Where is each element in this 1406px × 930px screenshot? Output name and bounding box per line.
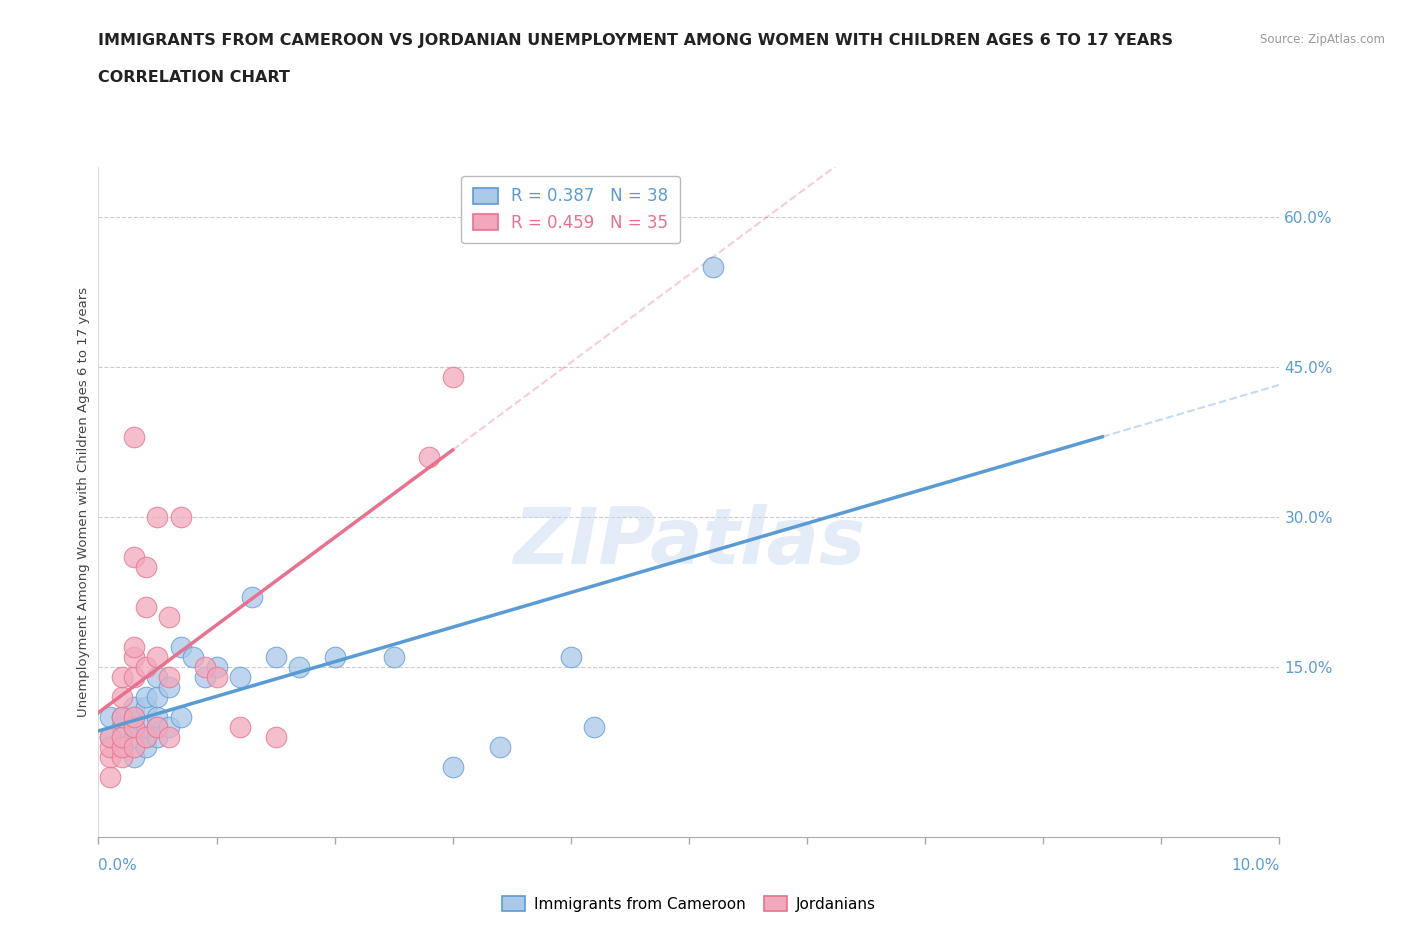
Point	[194, 670, 217, 684]
Text: IMMIGRANTS FROM CAMEROON VS JORDANIAN UNEMPLOYMENT AMONG WOMEN WITH CHILDREN AGE: IMMIGRANTS FROM CAMEROON VS JORDANIAN UN…	[98, 33, 1174, 47]
Point	[98, 710, 121, 724]
Point	[122, 650, 145, 665]
Point	[264, 650, 287, 665]
Point	[111, 750, 134, 764]
Point	[157, 610, 180, 625]
Point	[157, 730, 180, 745]
Point	[441, 760, 464, 775]
Point	[146, 730, 169, 745]
Point	[583, 720, 606, 735]
Text: CORRELATION CHART: CORRELATION CHART	[98, 70, 290, 85]
Point	[111, 739, 134, 754]
Point	[181, 650, 204, 665]
Point	[122, 739, 145, 754]
Point	[135, 720, 157, 735]
Point	[111, 670, 134, 684]
Point	[146, 720, 169, 735]
Legend: R = 0.387   N = 38, R = 0.459   N = 35: R = 0.387 N = 38, R = 0.459 N = 35	[461, 176, 681, 244]
Point	[122, 640, 145, 655]
Point	[111, 739, 134, 754]
Point	[229, 720, 252, 735]
Text: 0.0%: 0.0%	[98, 857, 138, 872]
Point	[146, 710, 169, 724]
Point	[122, 699, 145, 714]
Point	[98, 770, 121, 785]
Text: 10.0%: 10.0%	[1232, 857, 1279, 872]
Point	[135, 600, 157, 615]
Point	[122, 720, 145, 735]
Point	[382, 650, 405, 665]
Point	[111, 730, 134, 745]
Point	[122, 430, 145, 445]
Point	[111, 710, 134, 724]
Point	[205, 659, 228, 674]
Point	[122, 670, 145, 684]
Point	[441, 370, 464, 385]
Point	[111, 710, 134, 724]
Point	[240, 590, 263, 604]
Point	[111, 690, 134, 705]
Legend: Immigrants from Cameroon, Jordanians: Immigrants from Cameroon, Jordanians	[496, 890, 882, 918]
Point	[194, 659, 217, 674]
Point	[135, 659, 157, 674]
Point	[146, 510, 169, 525]
Point	[135, 730, 157, 745]
Point	[135, 690, 157, 705]
Point	[135, 699, 157, 714]
Point	[98, 750, 121, 764]
Point	[560, 650, 582, 665]
Point	[170, 510, 193, 525]
Point	[146, 670, 169, 684]
Point	[323, 650, 346, 665]
Point	[288, 659, 311, 674]
Point	[418, 450, 440, 465]
Point	[122, 710, 145, 724]
Point	[98, 730, 121, 745]
Point	[702, 259, 724, 274]
Point	[135, 739, 157, 754]
Point	[489, 739, 512, 754]
Point	[111, 720, 134, 735]
Point	[146, 720, 169, 735]
Point	[264, 730, 287, 745]
Point	[122, 710, 145, 724]
Point	[122, 730, 145, 745]
Point	[157, 680, 180, 695]
Point	[98, 739, 121, 754]
Text: ZIPatlas: ZIPatlas	[513, 504, 865, 580]
Point	[146, 690, 169, 705]
Y-axis label: Unemployment Among Women with Children Ages 6 to 17 years: Unemployment Among Women with Children A…	[77, 287, 90, 717]
Point	[122, 750, 145, 764]
Point	[98, 730, 121, 745]
Point	[135, 730, 157, 745]
Point	[135, 560, 157, 575]
Point	[170, 640, 193, 655]
Point	[157, 670, 180, 684]
Point	[229, 670, 252, 684]
Point	[170, 710, 193, 724]
Point	[122, 550, 145, 565]
Text: Source: ZipAtlas.com: Source: ZipAtlas.com	[1260, 33, 1385, 46]
Point	[122, 720, 145, 735]
Point	[157, 720, 180, 735]
Point	[146, 650, 169, 665]
Point	[205, 670, 228, 684]
